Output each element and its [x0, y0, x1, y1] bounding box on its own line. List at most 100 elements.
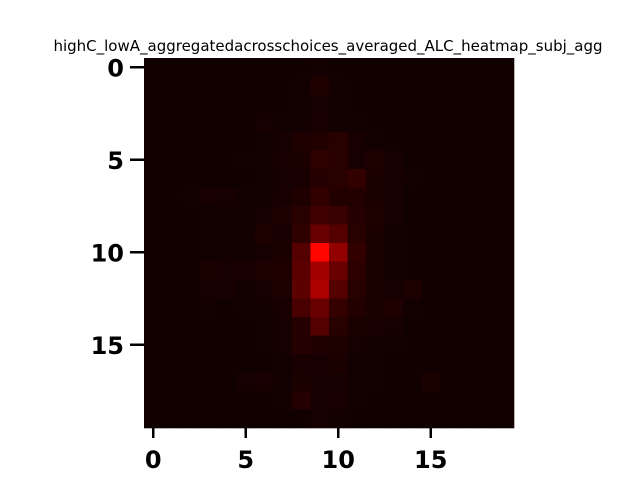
heatmap-cell	[366, 224, 385, 244]
heatmap-cell	[162, 58, 182, 77]
heatmap-cell	[347, 335, 367, 355]
heatmap-cell	[218, 132, 237, 151]
heatmap-cell	[310, 113, 330, 133]
heatmap-cell	[144, 224, 163, 244]
heatmap-cell	[421, 206, 441, 225]
heatmap-cell	[440, 243, 459, 262]
heatmap-cell	[273, 113, 293, 133]
heatmap-cell	[477, 298, 496, 318]
heatmap-cell	[181, 409, 200, 429]
heatmap-cell	[162, 169, 182, 188]
heatmap-cell	[162, 261, 182, 281]
heatmap-cell	[458, 261, 478, 281]
heatmap-cell	[495, 409, 515, 429]
heatmap-cell	[292, 113, 311, 133]
heatmap-cell	[477, 261, 496, 281]
heatmap-cell	[366, 261, 385, 281]
heatmap-cell	[329, 95, 348, 114]
heatmap-cell	[162, 224, 182, 244]
heatmap-cell	[403, 150, 422, 170]
heatmap-cell	[310, 298, 330, 318]
heatmap-cell	[477, 409, 496, 429]
heatmap-cell	[236, 95, 256, 114]
heatmap-cell	[199, 335, 219, 355]
heatmap-cell	[236, 169, 256, 188]
heatmap-cell	[421, 58, 441, 77]
heatmap-cell	[384, 280, 404, 299]
heatmap-cell	[458, 169, 478, 188]
heatmap-cell	[199, 187, 219, 207]
heatmap-cell	[366, 298, 385, 318]
heatmap-cell	[403, 95, 422, 114]
heatmap-cell	[440, 280, 459, 299]
heatmap-cell	[144, 335, 163, 355]
heatmap-cell	[255, 391, 274, 410]
heatmap-cell	[440, 372, 459, 392]
heatmap-cell	[273, 58, 293, 77]
heatmap-cell	[292, 280, 311, 299]
heatmap-cell	[347, 58, 367, 77]
heatmap-cell	[199, 76, 219, 96]
heatmap-cell	[384, 409, 404, 429]
heatmap-cell	[310, 317, 330, 336]
heatmap-cell	[421, 132, 441, 151]
heatmap-cell	[421, 261, 441, 281]
heatmap-cell	[366, 206, 385, 225]
heatmap-cell	[366, 150, 385, 170]
heatmap-cell	[477, 76, 496, 96]
heatmap-cell	[199, 409, 219, 429]
heatmap-cell	[199, 280, 219, 299]
heatmap-cell	[477, 169, 496, 188]
heatmap-cell	[236, 280, 256, 299]
heatmap-cell	[366, 409, 385, 429]
heatmap-cell	[366, 372, 385, 392]
heatmap-cell	[421, 409, 441, 429]
heatmap-cell	[218, 280, 237, 299]
heatmap-cell	[366, 113, 385, 133]
heatmap-cell	[477, 243, 496, 262]
heatmap-cell	[144, 298, 163, 318]
heatmap-cell	[181, 224, 200, 244]
heatmap-cell	[199, 206, 219, 225]
heatmap-cell	[181, 354, 200, 373]
heatmap-cell	[181, 169, 200, 188]
heatmap-cell	[329, 113, 348, 133]
heatmap-cell	[458, 58, 478, 77]
heatmap-cell	[384, 113, 404, 133]
heatmap-cell	[292, 261, 311, 281]
heatmap-cell	[273, 206, 293, 225]
heatmap-cell	[384, 298, 404, 318]
heatmap-cell	[273, 335, 293, 355]
heatmap-cell	[421, 354, 441, 373]
heatmap-cell	[477, 206, 496, 225]
heatmap-cell	[403, 372, 422, 392]
heatmap-cell	[292, 243, 311, 262]
y-tick-label: 15	[91, 332, 124, 360]
heatmap-cell	[273, 76, 293, 96]
heatmap-cell	[495, 150, 515, 170]
heatmap-cell	[292, 187, 311, 207]
heatmap-cell	[384, 261, 404, 281]
heatmap-cell	[162, 335, 182, 355]
heatmap-cell	[144, 132, 163, 151]
heatmap-cell	[162, 391, 182, 410]
heatmap-cell	[366, 76, 385, 96]
heatmap-cell	[218, 261, 237, 281]
heatmap-cell	[199, 95, 219, 114]
heatmap-cell	[199, 169, 219, 188]
heatmap-cell	[495, 113, 515, 133]
heatmap-cell	[218, 335, 237, 355]
heatmap-cell	[495, 335, 515, 355]
heatmap-cell	[144, 95, 163, 114]
heatmap-cell	[329, 261, 348, 281]
heatmap-cell	[144, 372, 163, 392]
heatmap-cell	[310, 187, 330, 207]
heatmap-cell	[403, 354, 422, 373]
heatmap-cell	[421, 243, 441, 262]
heatmap-cell	[440, 76, 459, 96]
heatmap-cell	[292, 335, 311, 355]
heatmap-cell	[310, 169, 330, 188]
heatmap-cell	[236, 335, 256, 355]
heatmap-cell	[495, 169, 515, 188]
heatmap-cell	[181, 58, 200, 77]
